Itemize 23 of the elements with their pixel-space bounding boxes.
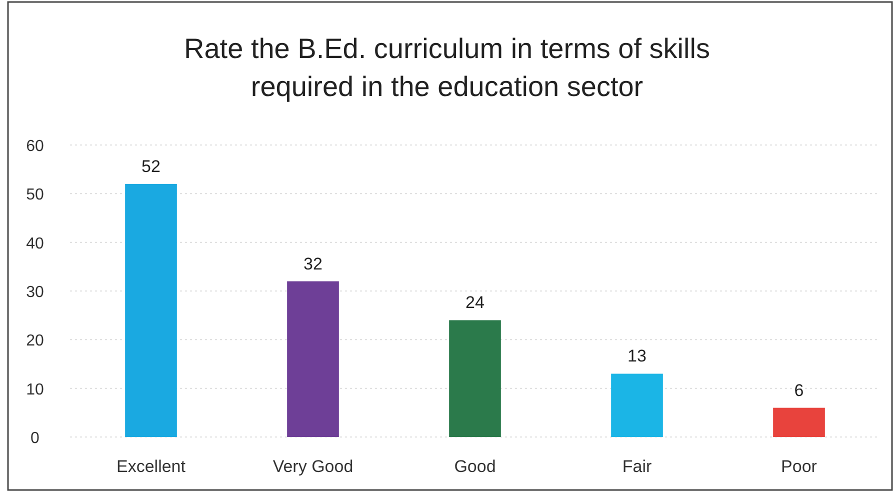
bar xyxy=(611,374,663,437)
data-label: 24 xyxy=(466,293,484,312)
chart-title: Rate the B.Ed. curriculum in terms of skills required in the education sector xyxy=(184,33,710,102)
data-label: 52 xyxy=(142,156,160,176)
bar xyxy=(449,320,501,437)
bar xyxy=(773,408,825,437)
x-tick-label: Good xyxy=(454,457,496,476)
y-tick-label: 60 xyxy=(26,138,44,155)
bar xyxy=(287,281,339,437)
y-tick-label: 50 xyxy=(26,186,44,204)
y-tick-label: 20 xyxy=(26,332,44,350)
data-label: 32 xyxy=(304,254,322,274)
x-tick-label: Fair xyxy=(622,457,652,476)
y-tick-label: 30 xyxy=(26,284,44,301)
data-label: 6 xyxy=(794,380,804,400)
y-tick-label: 0 xyxy=(30,430,40,447)
x-tick-label: Very Good xyxy=(272,457,354,476)
y-tick-label: 40 xyxy=(26,235,44,252)
x-tick-label: Excellent xyxy=(116,457,186,476)
y-tick-label: 10 xyxy=(26,381,44,398)
data-label: 13 xyxy=(628,346,646,366)
bar xyxy=(125,184,177,437)
x-tick-label: Poor xyxy=(781,457,818,476)
